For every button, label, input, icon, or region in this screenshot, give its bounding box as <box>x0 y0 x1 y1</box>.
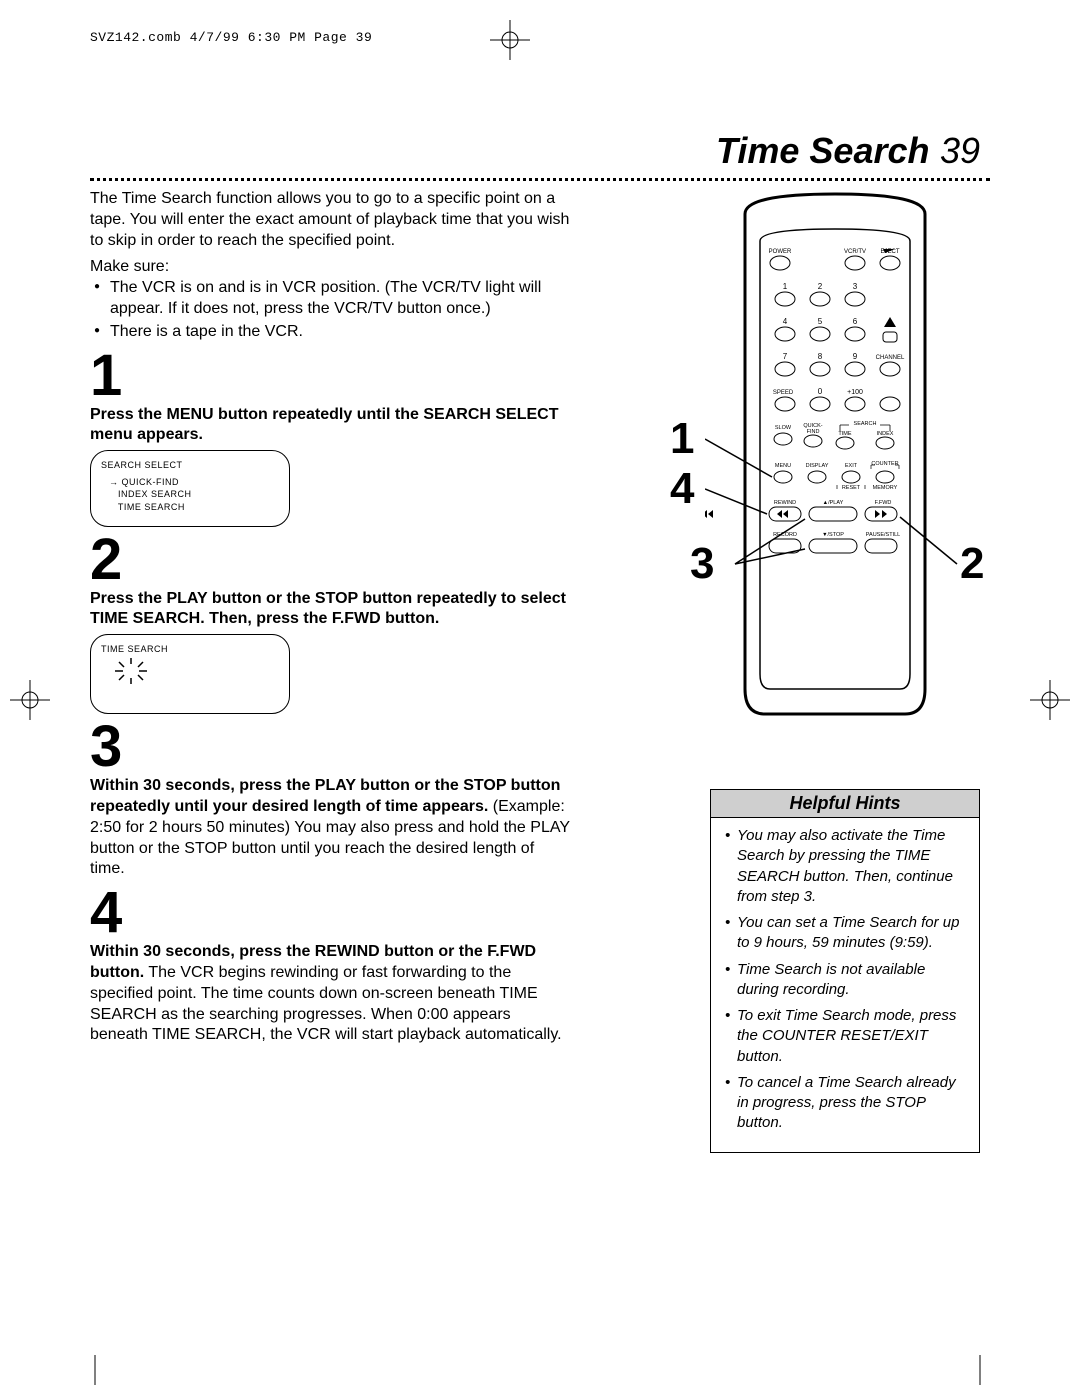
svg-text:▼/STOP: ▼/STOP <box>822 532 844 538</box>
svg-text:0: 0 <box>818 387 823 396</box>
svg-text:MENU: MENU <box>775 463 791 469</box>
intro-text: The Time Search function allows you to g… <box>90 189 570 251</box>
step-number: 3 <box>90 718 570 776</box>
hint-item: Time Search is not available during reco… <box>725 960 967 1001</box>
svg-text:DISPLAY: DISPLAY <box>806 463 829 469</box>
svg-text:SEARCH: SEARCH <box>854 421 877 427</box>
svg-text:RESET: RESET <box>842 485 861 491</box>
hint-item: You may also activate the Time Search by… <box>725 826 967 907</box>
svg-text:+100: +100 <box>847 389 863 396</box>
step-2: 2 Press the PLAY button or the STOP butt… <box>90 531 570 715</box>
step-number: 4 <box>90 884 570 942</box>
svg-text:FIND: FIND <box>807 429 820 435</box>
hints-header: Helpful Hints <box>711 790 979 818</box>
svg-text:COUNTER: COUNTER <box>871 461 898 467</box>
right-column: 1 4 3 2 POWER VCR/TV EJECT <box>590 189 990 1046</box>
svg-text:REWIND: REWIND <box>774 500 796 506</box>
svg-text:5: 5 <box>818 317 823 326</box>
step-bold: Press the PLAY button or the STOP button… <box>90 590 566 628</box>
hints-list: You may also activate the Time Search by… <box>711 818 979 1134</box>
svg-text:EXIT: EXIT <box>845 463 858 469</box>
page: SVZ142.comb 4/7/99 6:30 PM Page 39 Time … <box>0 0 1080 1397</box>
svg-text:PAUSE/STILL: PAUSE/STILL <box>866 532 900 538</box>
step-bold: Press the MENU button repeatedly until t… <box>90 406 559 444</box>
svg-text:F.FWD: F.FWD <box>875 500 892 506</box>
prereq-list: The VCR is on and is in VCR position. (T… <box>90 278 570 342</box>
step-text: Press the PLAY button or the STOP button… <box>90 589 570 631</box>
step-rest: The VCR begins rewinding or fast forward… <box>90 964 562 1043</box>
page-number: 39 <box>940 130 980 171</box>
svg-text:CHANNEL: CHANNEL <box>876 355 905 361</box>
osd-screen-2: TIME SEARCH <box>90 634 290 714</box>
left-column: The Time Search function allows you to g… <box>90 189 570 1046</box>
svg-text:INDEX: INDEX <box>877 431 894 437</box>
callout-2: 2 <box>960 539 984 589</box>
osd-line: TIME SEARCH <box>101 501 279 514</box>
hint-item: To cancel a Time Search already in progr… <box>725 1073 967 1134</box>
step-number: 2 <box>90 531 570 589</box>
svg-text:4: 4 <box>783 317 788 326</box>
prereq-item: There is a tape in the VCR. <box>94 322 570 343</box>
callout-3: 3 <box>690 539 714 589</box>
step-text: Press the MENU button repeatedly until t… <box>90 405 570 447</box>
prereq-item: The VCR is on and is in VCR position. (T… <box>94 278 570 320</box>
hint-item: You can set a Time Search for up to 9 ho… <box>725 913 967 954</box>
page-title: Time Search <box>716 130 929 171</box>
make-sure-label: Make sure: <box>90 257 570 278</box>
svg-text:MEMORY: MEMORY <box>873 485 898 491</box>
step-number: 1 <box>90 347 570 405</box>
dotted-rule <box>90 178 990 181</box>
svg-text:7: 7 <box>783 352 788 361</box>
callout-4: 4 <box>670 464 694 514</box>
svg-text:SLOW: SLOW <box>775 425 792 431</box>
svg-text:3: 3 <box>853 282 858 291</box>
title-row: Time Search 39 <box>90 130 990 172</box>
svg-text:6: 6 <box>853 317 858 326</box>
step-text: Within 30 seconds, press the PLAY button… <box>90 776 570 880</box>
remote-control: 1 4 3 2 POWER VCR/TV EJECT <box>705 189 965 724</box>
osd-title: TIME SEARCH <box>101 643 279 656</box>
svg-text:TIME: TIME <box>838 431 851 437</box>
remote-svg: POWER VCR/TV EJECT 1 2 3 4 5 6 <box>705 189 965 719</box>
print-header: SVZ142.comb 4/7/99 6:30 PM Page 39 <box>90 30 990 45</box>
blink-icon <box>111 656 151 686</box>
step-text: Within 30 seconds, press the REWIND butt… <box>90 942 570 1046</box>
step-1: 1 Press the MENU button repeatedly until… <box>90 347 570 527</box>
callout-1: 1 <box>670 414 694 464</box>
svg-text:▲/PLAY: ▲/PLAY <box>823 500 844 506</box>
step-3: 3 Within 30 seconds, press the PLAY butt… <box>90 718 570 880</box>
svg-text:SPEED: SPEED <box>773 390 794 396</box>
osd-screen-1: SEARCH SELECT → QUICK-FIND INDEX SEARCH … <box>90 450 290 526</box>
step-4: 4 Within 30 seconds, press the REWIND bu… <box>90 884 570 1046</box>
helpful-hints-box: Helpful Hints You may also activate the … <box>710 789 980 1153</box>
lbl-power: POWER <box>769 249 792 255</box>
svg-text:VCR/TV: VCR/TV <box>844 249 866 255</box>
osd-line: → QUICK-FIND <box>101 476 279 489</box>
svg-text:1: 1 <box>783 282 788 291</box>
hint-item: To exit Time Search mode, press the COUN… <box>725 1006 967 1067</box>
osd-title: SEARCH SELECT <box>101 459 279 472</box>
svg-text:9: 9 <box>853 352 858 361</box>
svg-text:8: 8 <box>818 352 823 361</box>
osd-line: INDEX SEARCH <box>101 488 279 501</box>
svg-text:2: 2 <box>818 282 823 291</box>
